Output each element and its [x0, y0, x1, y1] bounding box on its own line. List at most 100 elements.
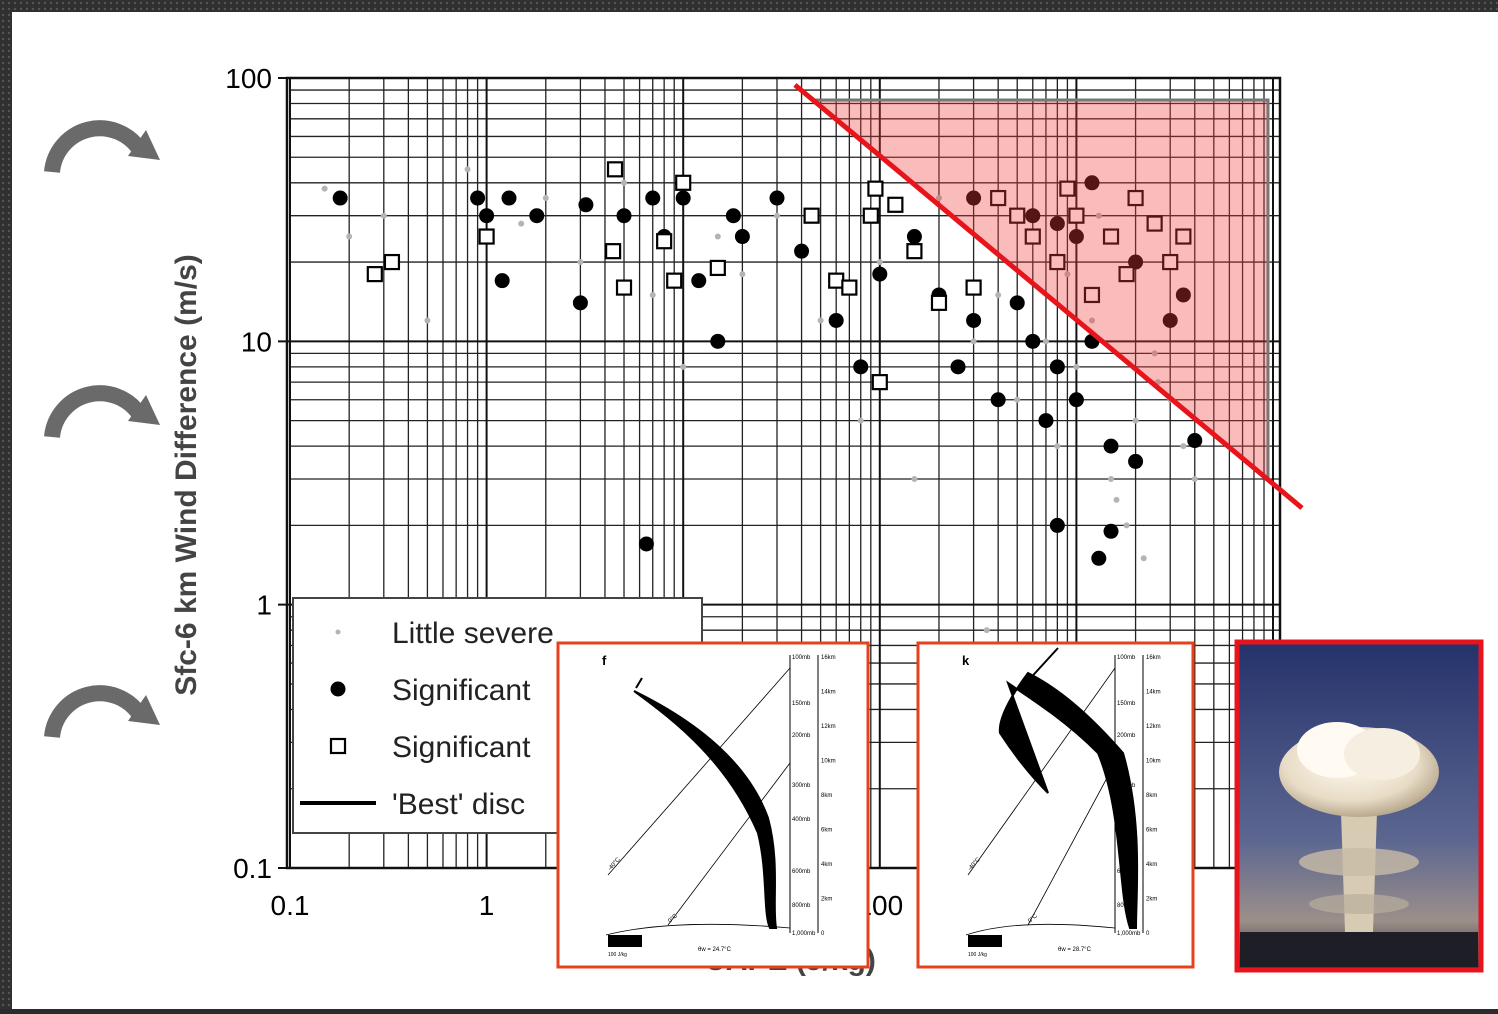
point: [966, 312, 982, 328]
height-label: 0: [1146, 931, 1150, 937]
photo: [1234, 639, 1484, 973]
scale-bar: [608, 935, 642, 947]
x-tick-label: 1: [479, 890, 495, 921]
pressure-label: 150mb: [1117, 701, 1136, 707]
height-label: 14km: [821, 690, 836, 696]
ground-curve: [965, 923, 1116, 936]
height-label: 12km: [1146, 724, 1161, 730]
point: [1025, 208, 1041, 224]
point: [1128, 453, 1144, 469]
point: [1118, 266, 1135, 283]
sea: [1240, 932, 1478, 967]
point: [828, 312, 844, 328]
height-label: 4km: [1146, 862, 1157, 868]
theta-label: θw = 24.7°C: [698, 947, 732, 953]
isotherm: [1027, 762, 1116, 926]
height-label: 6km: [1146, 828, 1157, 834]
inset-label: f: [602, 653, 607, 668]
pressure-label: 600mb: [792, 869, 811, 875]
arrow-head: [128, 130, 160, 160]
point: [616, 208, 632, 224]
point: [871, 374, 888, 391]
x-tick-label: 0.1: [271, 890, 310, 921]
point: [656, 233, 673, 250]
point: [1009, 295, 1025, 311]
isotherm: [667, 762, 791, 926]
height-label: 16km: [1146, 655, 1161, 661]
inset-frame: [556, 641, 870, 969]
point: [1054, 443, 1061, 450]
point: [321, 185, 328, 192]
height-label: 2km: [821, 897, 832, 903]
point: [675, 190, 691, 206]
point: [680, 363, 687, 370]
point: [335, 629, 341, 635]
point: [1091, 550, 1107, 566]
sounding-shape: [998, 647, 1139, 929]
height-label: 8km: [1146, 793, 1157, 799]
legend-label: Significant: [392, 674, 531, 707]
pressure-label: 200mb: [792, 733, 811, 739]
point: [794, 243, 810, 259]
pressure-label: 300mb: [792, 783, 811, 789]
point: [666, 272, 683, 289]
y-axis-title: Sfc-6 km Wind Difference (m/s): [170, 254, 203, 696]
point: [853, 359, 869, 375]
point: [1162, 253, 1179, 271]
point: [1175, 228, 1192, 245]
point: [649, 291, 656, 298]
pressure-label: 1,000mb: [1117, 931, 1141, 937]
point: [1151, 350, 1158, 357]
y-tick-label: 0.1: [233, 853, 272, 884]
point: [1009, 207, 1026, 224]
point: [1187, 433, 1203, 449]
theta-label: θw = 28.7°C: [1058, 947, 1092, 953]
y-tick-label: 1: [256, 590, 272, 621]
point: [1108, 476, 1115, 483]
point: [606, 161, 624, 178]
arrows: [44, 120, 160, 739]
point: [709, 259, 726, 277]
isotherm: [607, 667, 791, 876]
point: [691, 273, 707, 289]
point: [887, 196, 904, 213]
arrow-head: [128, 695, 160, 725]
y-tick-label: 10: [241, 326, 272, 357]
point: [1102, 228, 1120, 245]
point: [1088, 317, 1095, 324]
point: [330, 681, 346, 697]
point: [1191, 476, 1198, 483]
point: [329, 737, 347, 755]
point: [380, 212, 387, 219]
point: [867, 180, 884, 197]
point: [1024, 228, 1041, 245]
pressure-label: 800mb: [792, 903, 811, 909]
height-label: 8km: [821, 793, 832, 799]
point: [1025, 333, 1041, 349]
point: [774, 212, 781, 219]
cap: [1344, 728, 1420, 780]
height-label: 2km: [1146, 897, 1157, 903]
sounding-inset: k100mb150mb200mb300mb400mb600mb800mb1,00…: [916, 641, 1195, 969]
point: [578, 197, 594, 213]
scale-bar: [968, 935, 1002, 947]
point: [995, 291, 1002, 298]
insets: f 100mb 150mb 200mb 300mb 400mb 600mb 800mb 1,00…: [556, 641, 1195, 969]
point: [1162, 312, 1178, 328]
point: [990, 189, 1007, 207]
point: [1103, 523, 1119, 539]
point: [1038, 413, 1054, 429]
height-label: 10km: [1146, 759, 1161, 765]
point: [965, 279, 982, 296]
point: [577, 259, 584, 266]
point: [346, 233, 353, 240]
pressure-label: 100mb: [792, 655, 811, 661]
height-label: 12km: [821, 724, 836, 730]
height-label: 6km: [821, 828, 832, 834]
point: [479, 208, 495, 224]
point: [621, 179, 628, 186]
height-label: 4km: [821, 862, 832, 868]
point: [1140, 555, 1147, 562]
point: [876, 259, 883, 266]
